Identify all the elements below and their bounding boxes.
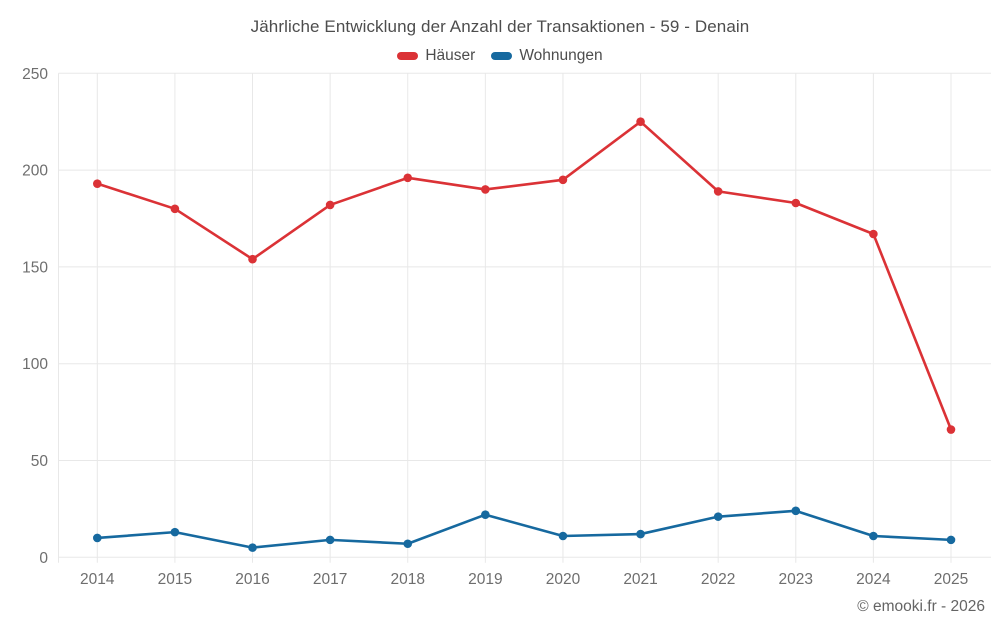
x-axis-label-2019: 2019 (468, 571, 502, 588)
y-axis-label-0: 0 (39, 550, 48, 567)
point-h-user-2020[interactable] (558, 175, 568, 185)
y-axis-label-150: 150 (22, 259, 48, 276)
point-h-user-2024[interactable] (869, 229, 878, 239)
point-h-user-2021[interactable] (636, 117, 645, 126)
x-axis-label-2016: 2016 (235, 571, 269, 588)
x-axis-label-2020: 2020 (546, 571, 581, 588)
y-axis-label-50: 50 (31, 453, 49, 470)
point-h-user-2015[interactable] (170, 204, 180, 214)
y-axis-label-100: 100 (22, 356, 48, 373)
point-h-user-2023[interactable] (791, 198, 801, 208)
point-h-user-2017[interactable] (325, 200, 335, 210)
point-h-user-2018[interactable] (403, 173, 413, 183)
point-wohnungen-2014[interactable] (93, 533, 102, 543)
point-h-user-2019[interactable] (481, 185, 490, 194)
point-wohnungen-2020[interactable] (558, 531, 568, 541)
x-axis-label-2022: 2022 (701, 571, 735, 588)
x-axis-label-2024: 2024 (856, 571, 891, 588)
x-axis-label-2014: 2014 (80, 571, 115, 588)
point-wohnungen-2025[interactable] (946, 535, 956, 545)
legend-label-wohnungen: Wohnungen (519, 47, 603, 64)
point-wohnungen-2016[interactable] (248, 543, 257, 552)
point-wohnungen-2017[interactable] (325, 535, 335, 545)
copyright-credit: © emooki.fr - 2026 (857, 598, 985, 615)
x-axis-label-2017: 2017 (313, 571, 347, 588)
legend-label-h-user: Häuser (425, 47, 476, 64)
x-axis-label-2015: 2015 (158, 571, 192, 588)
point-h-user-2014[interactable] (93, 179, 102, 188)
series-line-wohnungen (96, 509, 953, 549)
legend-swatch-h-user (397, 52, 419, 60)
series-line-h-user (96, 120, 953, 431)
y-axis-label-250: 250 (22, 66, 48, 83)
x-axis-label-2018: 2018 (390, 571, 424, 588)
y-axis-label-200: 200 (22, 163, 48, 180)
point-wohnungen-2019[interactable] (481, 510, 490, 520)
legend-item-wohnungen[interactable]: Wohnungen (491, 47, 603, 65)
point-wohnungen-2024[interactable] (869, 531, 878, 541)
x-axis-label-2025: 2025 (934, 571, 968, 588)
point-h-user-2022[interactable] (713, 187, 723, 196)
legend-item-h-user[interactable]: Häuser (397, 47, 475, 65)
chart-title: Jährliche Entwicklung der Anzahl der Tra… (250, 17, 750, 36)
legend-swatch-wohnungen (491, 52, 513, 60)
x-axis-label-2023: 2023 (779, 571, 813, 588)
chart-legend: Häuser Wohnungen (0, 47, 1000, 65)
point-wohnungen-2022[interactable] (713, 512, 723, 521)
point-wohnungen-2023[interactable] (791, 506, 801, 516)
point-h-user-2016[interactable] (248, 254, 257, 264)
point-wohnungen-2021[interactable] (636, 529, 645, 539)
point-wohnungen-2018[interactable] (403, 539, 413, 549)
point-wohnungen-2015[interactable] (170, 527, 180, 537)
x-axis-label-2021: 2021 (623, 571, 657, 588)
point-h-user-2025[interactable] (946, 425, 956, 434)
